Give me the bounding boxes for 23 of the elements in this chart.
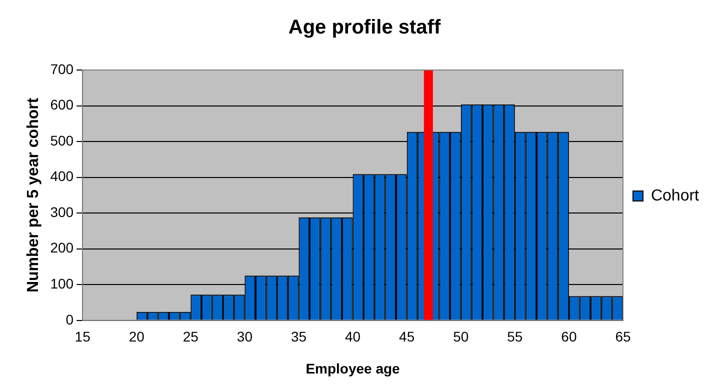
y-tick-label: 400 [50, 168, 74, 184]
x-tick-label: 35 [290, 328, 307, 345]
x-tick-label: 55 [507, 328, 523, 345]
y-tick-label: 500 [50, 132, 74, 148]
x-tick-label: 15 [74, 328, 91, 345]
y-tick-label: 200 [50, 240, 74, 256]
x-tick-label: 50 [453, 328, 469, 345]
x-tick-label: 40 [344, 328, 361, 345]
x-tick-label: 25 [182, 328, 199, 345]
y-tick-label: 600 [50, 96, 74, 113]
legend-label: Cohort [650, 187, 700, 204]
y-tick-label: 100 [50, 275, 74, 292]
x-tick-label: 45 [399, 328, 415, 345]
chart-title: Age profile staff [288, 16, 441, 39]
x-axis-title: Employee age [306, 360, 400, 376]
y-tick-label: 700 [50, 60, 74, 77]
x-tick-label: 60 [561, 328, 577, 345]
x-tick-label: 30 [236, 328, 253, 345]
y-axis-title: Number per 5 year cohort [25, 97, 42, 293]
y-tick-label: 300 [50, 204, 74, 220]
x-tick-label: 20 [128, 328, 145, 345]
x-tick-label: 65 [615, 328, 631, 345]
y-tick-label: 0 [66, 311, 74, 328]
